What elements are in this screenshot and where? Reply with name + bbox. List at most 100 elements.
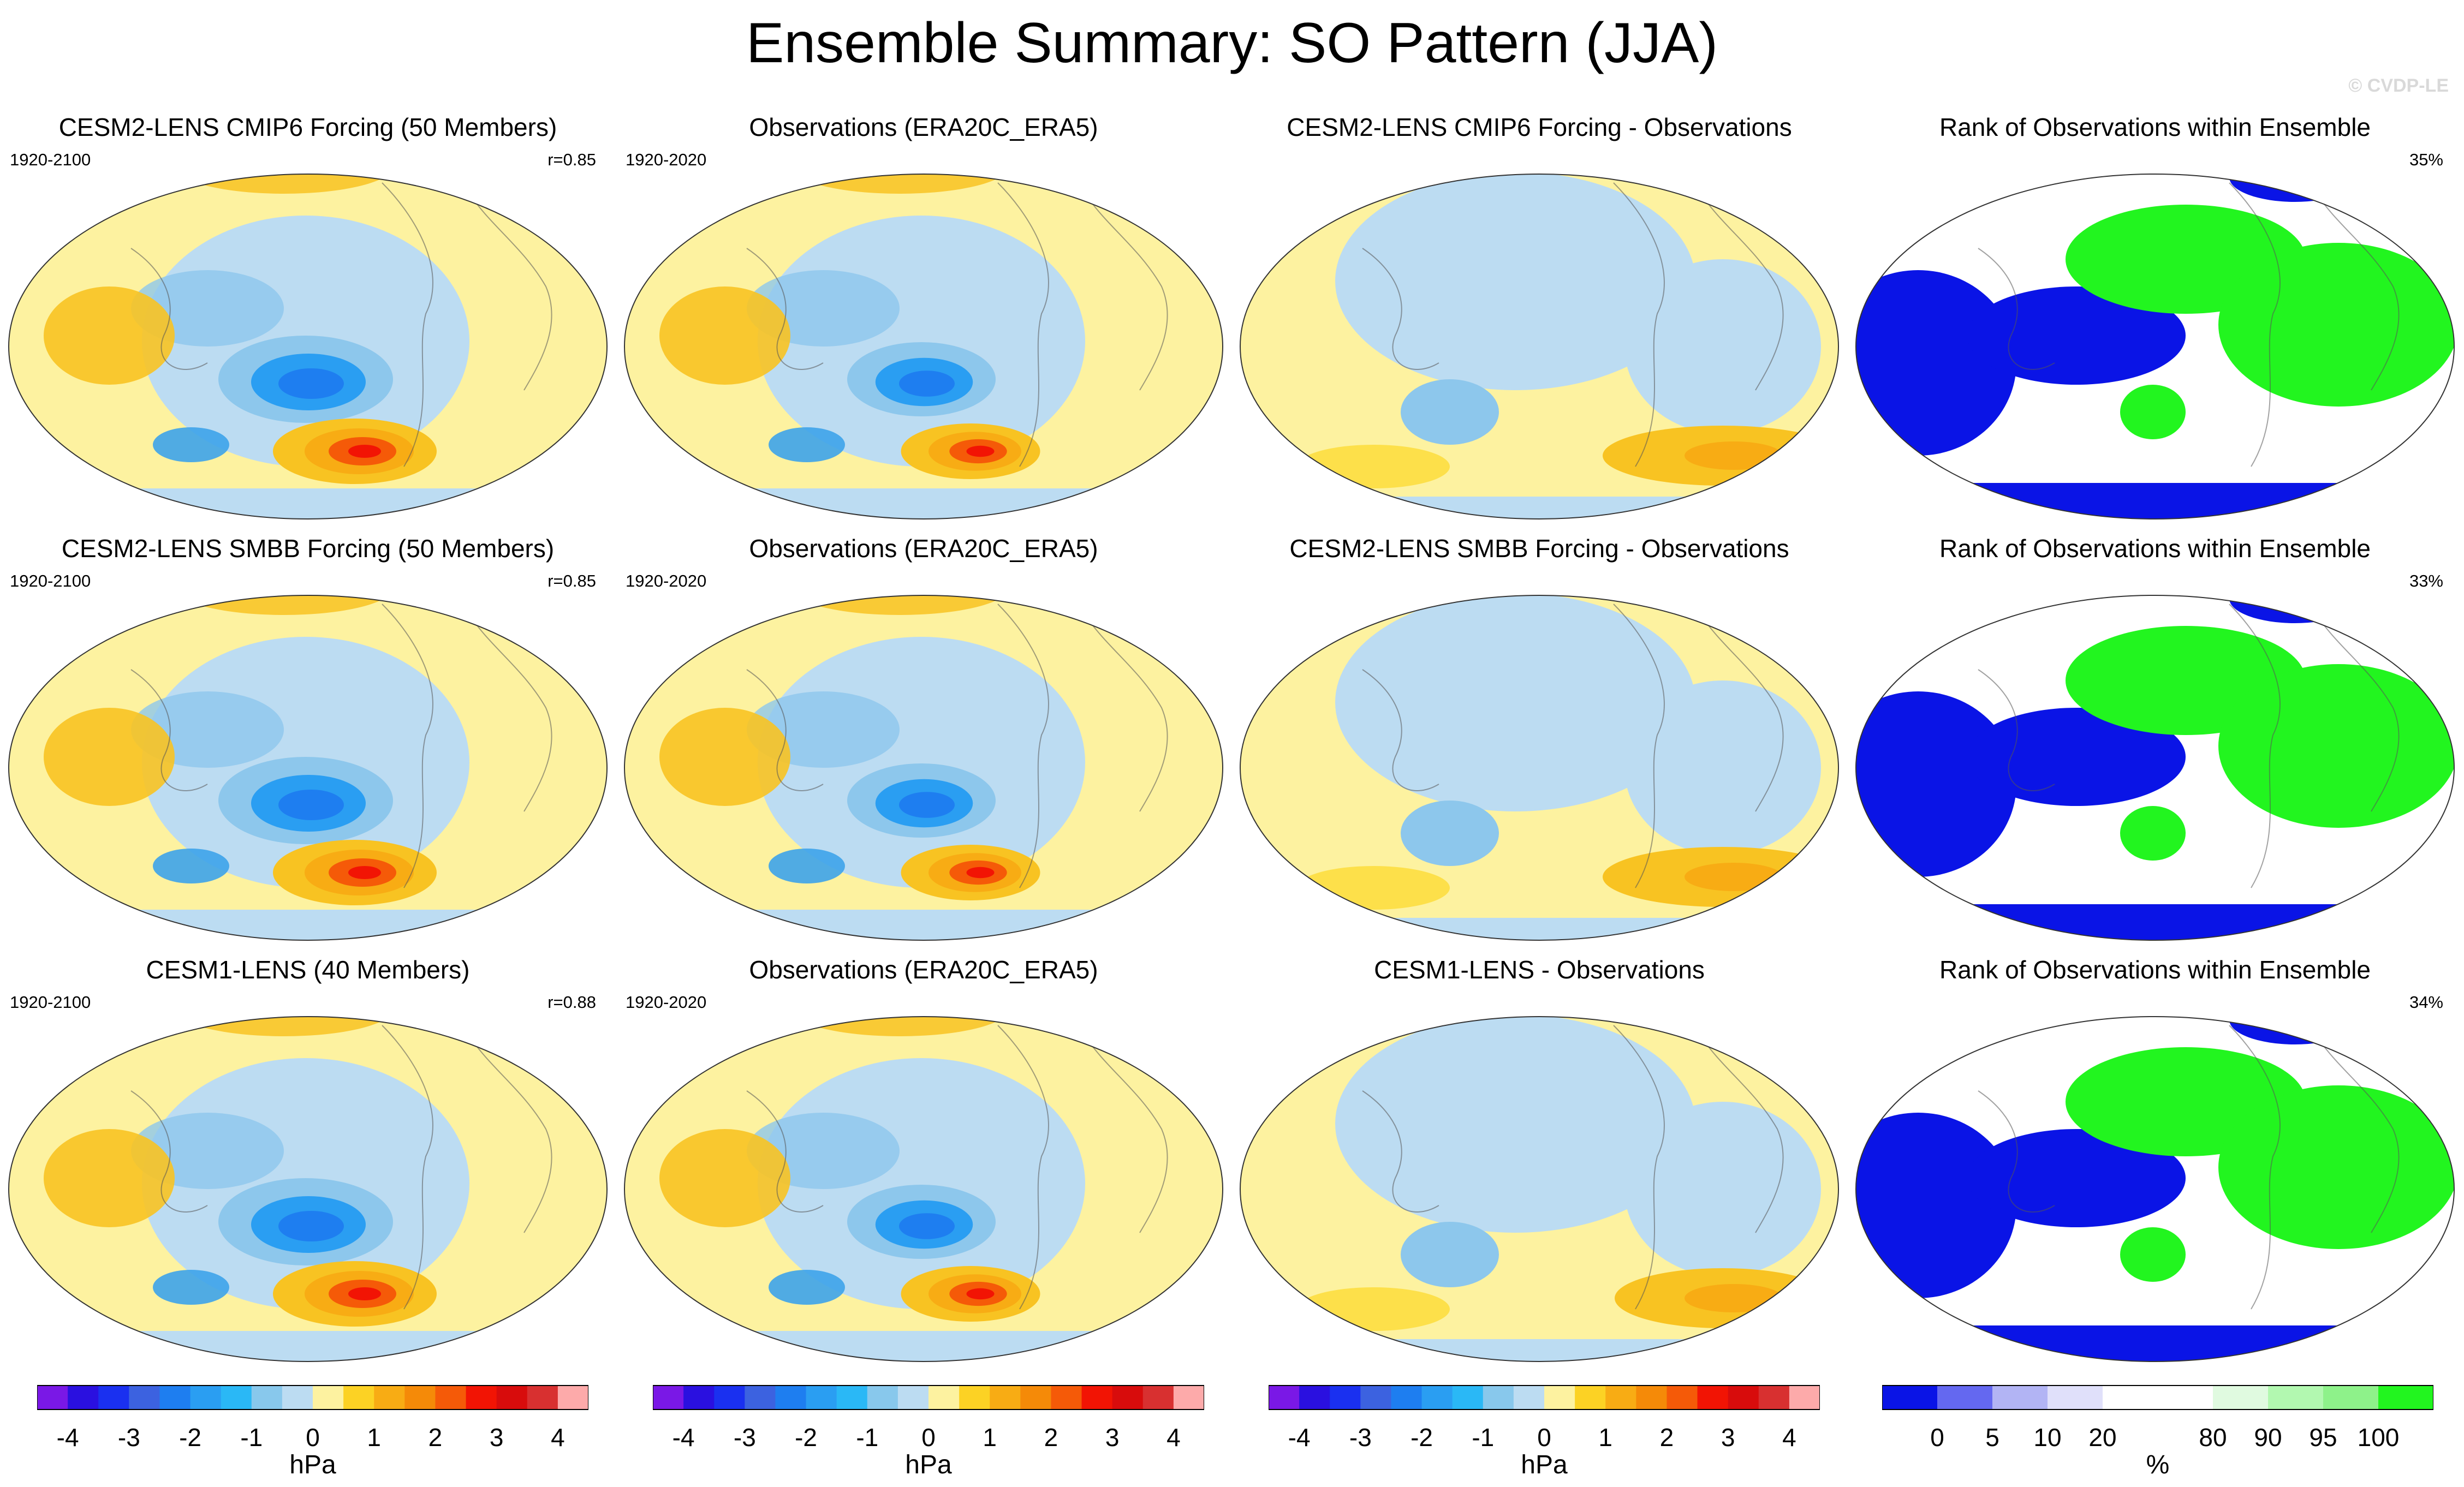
panel-title: CESM2-LENS SMBB Forcing (50 Members)	[61, 534, 555, 563]
colorbar-box	[129, 1386, 160, 1410]
panel-period: 1920-2020	[626, 571, 707, 590]
colorbar-box	[1360, 1386, 1391, 1410]
colorbar-box	[282, 1386, 313, 1410]
colorbar-box	[1081, 1386, 1113, 1410]
map-plot	[1855, 595, 2455, 941]
colorbar: -4 -3 -2 -1 0 1 2 3 4 hPa	[1269, 1383, 1820, 1487]
map-panel: Observations (ERA20C_ERA5) 1920-2020	[616, 106, 1231, 528]
colorbar-box	[1544, 1386, 1575, 1410]
colorbar-box	[37, 1386, 68, 1410]
colorbar-tick-label: -4	[672, 1423, 695, 1452]
colorbar-tick-label: 2	[1044, 1423, 1058, 1452]
panel-title: Observations (ERA20C_ERA5)	[749, 955, 1098, 984]
map-panel: Rank of Observations within Ensemble 34%	[1847, 949, 2463, 1370]
colorbar-tick-label: 1	[367, 1423, 382, 1452]
panel-period: 1920-2020	[626, 993, 707, 1012]
colorbar-box	[343, 1386, 374, 1410]
colorbar-box	[1667, 1386, 1698, 1410]
map-panel: Rank of Observations within Ensemble 35%	[1847, 106, 2463, 528]
colorbar-tick-label: -2	[795, 1423, 817, 1452]
panel-stat: r=0.85	[547, 150, 596, 169]
colorbar-box	[1020, 1386, 1051, 1410]
colorbar-tick-label: 4	[1166, 1423, 1181, 1452]
map-plot	[8, 174, 608, 519]
colorbar-box	[1483, 1386, 1514, 1410]
colorbar-box	[683, 1386, 715, 1410]
colorbar-box	[775, 1386, 807, 1410]
colorbar-box	[1452, 1386, 1484, 1410]
colorbar-tick-label: 3	[1721, 1423, 1735, 1452]
colorbar-box	[745, 1386, 776, 1410]
map-panel: CESM2-LENS CMIP6 Forcing - Observations	[1231, 106, 1847, 528]
colorbar-box	[1758, 1386, 1790, 1410]
colorbar-box	[527, 1386, 558, 1410]
map-panel: CESM2-LENS SMBB Forcing (50 Members) 1920…	[0, 528, 616, 949]
colorbar-box	[1173, 1386, 1204, 1410]
colorbar-tick-label: 2	[1659, 1423, 1674, 1452]
colorbar-box	[1421, 1386, 1453, 1410]
colorbar-box	[1789, 1386, 1820, 1410]
colorbar-box	[836, 1386, 868, 1410]
colorbar-box	[1513, 1386, 1545, 1410]
panel-title: CESM1-LENS - Observations	[1374, 955, 1705, 984]
colorbar-box	[2213, 1386, 2269, 1410]
colorbar-tick-label: -3	[1349, 1423, 1372, 1452]
colorbar-tick-label: -1	[1472, 1423, 1495, 1452]
panel-stat: r=0.85	[547, 571, 596, 590]
colorbar-unit: %	[2146, 1450, 2170, 1479]
colorbar: 0 5 10 20 80 90 95 100%	[1882, 1383, 2433, 1487]
colorbar-box	[2048, 1386, 2103, 1410]
map-plot	[1240, 595, 1839, 941]
panel-title: Observations (ERA20C_ERA5)	[749, 534, 1098, 563]
colorbar-tick-label: 0	[306, 1423, 320, 1452]
page-title: Ensemble Summary: SO Pattern (JJA)	[746, 11, 1718, 75]
colorbar-box	[1575, 1386, 1606, 1410]
colorbar-tick-label: 4	[1782, 1423, 1796, 1452]
colorbar-tick-label: -4	[56, 1423, 79, 1452]
colorbar-tick-label: -3	[117, 1423, 140, 1452]
colorbar: -4 -3 -2 -1 0 1 2 3 4 hPa	[653, 1383, 1204, 1487]
colorbar-tick-label: 0	[1537, 1423, 1551, 1452]
colorbar-tick-label: 5	[1985, 1423, 1999, 1452]
map-plot	[624, 595, 1223, 941]
map-panel: CESM1-LENS - Observations	[1231, 949, 1847, 1370]
colorbar-box	[1142, 1386, 1174, 1410]
colorbar-box	[1330, 1386, 1361, 1410]
panel-period: 1920-2100	[10, 571, 91, 590]
colorbar-tick-label: 1	[983, 1423, 997, 1452]
map-plot	[624, 174, 1223, 519]
colorbar-box	[959, 1386, 990, 1410]
colorbar-box	[2378, 1386, 2433, 1410]
colorbar-box	[2158, 1386, 2213, 1410]
panel-title: CESM2-LENS CMIP6 Forcing (50 Members)	[58, 113, 557, 141]
colorbar-tick-label: 80	[2199, 1423, 2227, 1452]
colorbar-unit: hPa	[905, 1450, 952, 1479]
colorbar-box	[1992, 1386, 2048, 1410]
colorbar-box	[2323, 1386, 2379, 1410]
colorbar-box	[714, 1386, 745, 1410]
panel-stat: 35%	[2409, 150, 2443, 169]
colorbar-tick-label: 3	[1105, 1423, 1120, 1452]
colorbar-tick-label: 0	[1930, 1423, 1944, 1452]
colorbar-box	[1299, 1386, 1330, 1410]
map-panel: CESM2-LENS CMIP6 Forcing (50 Members) 192…	[0, 106, 616, 528]
colorbar-unit: hPa	[289, 1450, 336, 1479]
map-plot	[8, 595, 608, 941]
map-panel: Rank of Observations within Ensemble 33%	[1847, 528, 2463, 949]
colorbar-box	[404, 1386, 436, 1410]
colorbar: -4 -3 -2 -1 0 1 2 3 4 hPa	[37, 1383, 588, 1487]
map-panel: CESM1-LENS (40 Members) 1920-2100 r=0.88	[0, 949, 616, 1370]
colorbar-box	[159, 1386, 191, 1410]
colorbar-box	[929, 1386, 960, 1410]
map-panel: Observations (ERA20C_ERA5) 1920-2020	[616, 528, 1231, 949]
colorbar-tick-label: 20	[2088, 1423, 2117, 1452]
colorbar-box	[190, 1386, 222, 1410]
colorbar-tick-label: 10	[2033, 1423, 2062, 1452]
colorbar-tick-label: 4	[551, 1423, 565, 1452]
colorbar-box	[221, 1386, 252, 1410]
colorbar-box	[1937, 1386, 1993, 1410]
colorbar-box	[897, 1386, 929, 1410]
colorbar-box	[867, 1386, 898, 1410]
colorbar-box	[435, 1386, 467, 1410]
colorbar-tick-label: -4	[1288, 1423, 1311, 1452]
